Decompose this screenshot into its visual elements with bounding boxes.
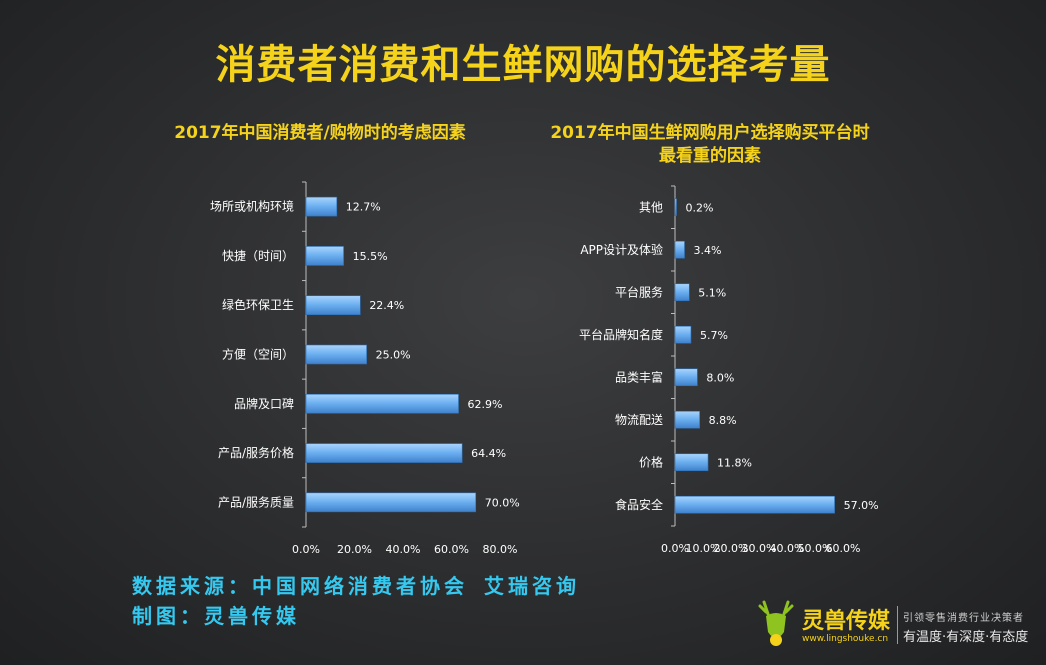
right-bar [674, 198, 677, 217]
right-value-label: 5.1% [698, 286, 726, 299]
left-value-label: 12.7% [346, 201, 381, 214]
right-value-label: 8.0% [706, 371, 734, 384]
brand-name: 灵兽传媒 [802, 609, 891, 634]
brand-divider [897, 606, 898, 644]
deer-head-icon [758, 600, 794, 646]
right-bar [674, 368, 698, 387]
left-category-label: 产品/服务价格 [218, 445, 294, 460]
left-category-label: 快捷（时间） [222, 249, 294, 263]
right-bar [674, 325, 692, 344]
right-value-label: 11.8% [717, 456, 752, 469]
left-bar [305, 443, 463, 463]
left-category-label: 绿色环保卫生 [222, 297, 294, 312]
right-chart-title-line1: 2017年中国生鲜网购用户选择购买平台时 [550, 123, 870, 143]
left-value-label: 62.9% [468, 398, 503, 411]
right-x-tick-label: 40.0% [770, 542, 805, 555]
brand-url: www.lingshouke.cn [802, 634, 889, 644]
right-bar [674, 283, 690, 302]
right-value-label: 8.8% [709, 414, 737, 427]
right-x-tick-label: 20.0% [714, 542, 749, 555]
left-bar [305, 295, 361, 316]
left-value-label: 64.4% [471, 447, 506, 460]
right-category-label: APP设计及体验 [580, 242, 663, 257]
right-bar-chart: 其他 0.2% APP设计及体验 3.4% 平台服务 5.1% 平台品牌知名度 5.7% 品类丰… [579, 185, 879, 555]
right-category-label: 物流配送 [615, 412, 663, 427]
left-bar [305, 492, 477, 513]
left-x-tick-label: 40.0% [386, 543, 421, 556]
left-category-label: 品牌及口碑 [234, 396, 294, 411]
left-bar [305, 393, 459, 414]
chart-maker-text: 制图：灵兽传媒 [132, 604, 300, 628]
right-value-label: 5.7% [700, 329, 728, 342]
right-x-tick-label: 0.0% [661, 542, 689, 555]
right-x-tick-label: 60.0% [826, 542, 861, 555]
left-value-label: 70.0% [485, 496, 520, 509]
left-x-tick-label: 60.0% [434, 543, 469, 556]
right-bar [674, 453, 709, 472]
left-value-label: 25.0% [376, 349, 411, 362]
left-category-label: 产品/服务质量 [218, 494, 294, 509]
right-category-label: 食品安全 [615, 497, 663, 512]
right-category-label: 平台品牌知名度 [579, 327, 663, 342]
right-chart-title: 2017年中国生鲜网购用户选择购买平台时 最看重的因素 [500, 122, 920, 168]
left-value-label: 15.5% [353, 250, 388, 263]
left-x-tick-label: 20.0% [337, 543, 372, 556]
data-source-text: 数据来源：中国网络消费者协会 艾瑞咨询 [132, 574, 581, 598]
left-bar [305, 196, 338, 217]
brand-slogan-bottom: 有温度·有深度·有态度 [903, 630, 1029, 645]
right-chart-title-line2: 最看重的因素 [659, 146, 761, 166]
right-bar [674, 240, 685, 259]
brand-slogan-top: 引领零售消费行业决策者 [903, 613, 1024, 624]
right-category-label: 平台服务 [615, 284, 663, 299]
left-x-tick-label: 0.0% [292, 543, 320, 556]
right-value-label: 0.2% [686, 201, 714, 214]
right-bar [674, 410, 700, 429]
left-chart-title: 2017年中国消费者/购物时的考虑因素 [174, 123, 466, 143]
left-bar [305, 246, 344, 266]
left-category-label: 方便（空间） [222, 347, 294, 362]
right-value-label: 3.4% [694, 244, 722, 257]
page-title: 消费者消费和生鲜网购的选择考量 [215, 42, 831, 88]
right-category-label: 其他 [639, 200, 663, 214]
left-bar-chart: 场所或机构环境 12.7% 快捷（时间） 15.5% 绿色环保卫生 22.4% 方便（空间）… [210, 181, 520, 556]
left-bar [305, 344, 367, 365]
right-x-tick-label: 50.0% [798, 542, 833, 555]
right-value-label: 57.0% [844, 499, 879, 512]
left-category-label: 场所或机构环境 [210, 199, 294, 214]
left-x-tick-label: 80.0% [483, 543, 518, 556]
right-category-label: 品类丰富 [615, 369, 663, 384]
right-bar [674, 495, 835, 514]
right-x-tick-label: 30.0% [742, 542, 777, 555]
right-category-label: 价格 [639, 454, 663, 469]
left-value-label: 22.4% [369, 299, 404, 312]
right-x-tick-label: 10.0% [686, 542, 721, 555]
